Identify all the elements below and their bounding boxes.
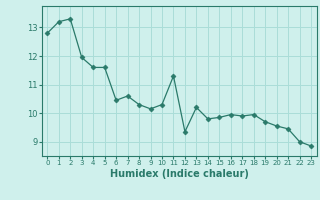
X-axis label: Humidex (Indice chaleur): Humidex (Indice chaleur) — [110, 169, 249, 179]
